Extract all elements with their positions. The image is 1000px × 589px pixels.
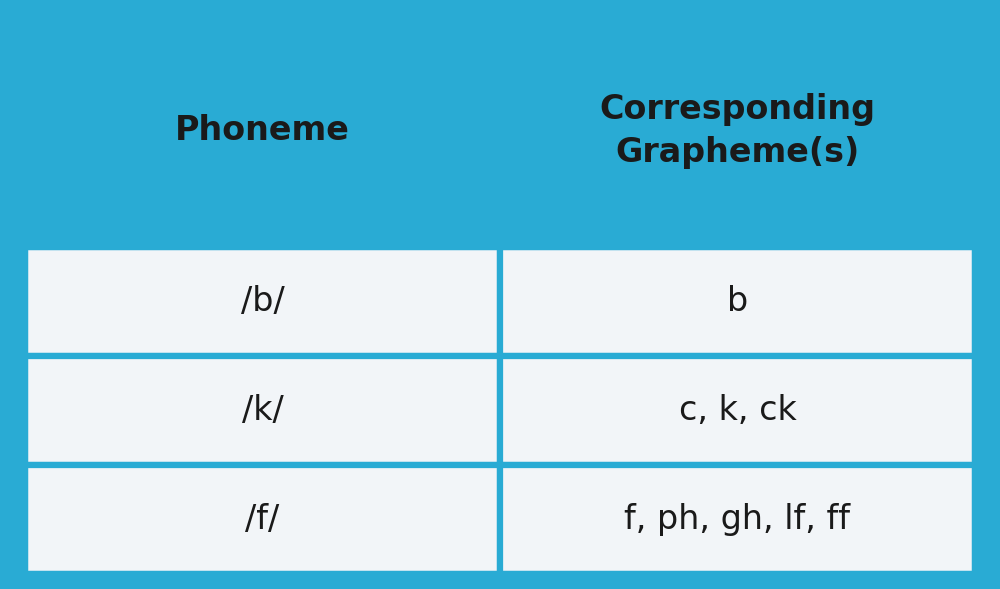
Bar	[500, 15, 975, 247]
Bar	[25, 247, 500, 356]
Text: Phoneme: Phoneme	[175, 114, 350, 147]
Text: /f/: /f/	[245, 503, 280, 536]
Bar	[25, 356, 500, 465]
Text: Corresponding
Grapheme(s): Corresponding Grapheme(s)	[600, 92, 876, 169]
Bar	[500, 247, 975, 356]
Bar	[500, 465, 975, 574]
Text: f, ph, gh, lf, ff: f, ph, gh, lf, ff	[624, 503, 850, 536]
Bar	[25, 15, 500, 247]
Bar	[500, 356, 975, 465]
Bar	[25, 465, 500, 574]
Text: c, k, ck: c, k, ck	[679, 394, 796, 427]
Text: b: b	[727, 285, 748, 318]
Bar	[25, 247, 975, 574]
Text: /b/: /b/	[241, 285, 284, 318]
Text: /k/: /k/	[242, 394, 283, 427]
